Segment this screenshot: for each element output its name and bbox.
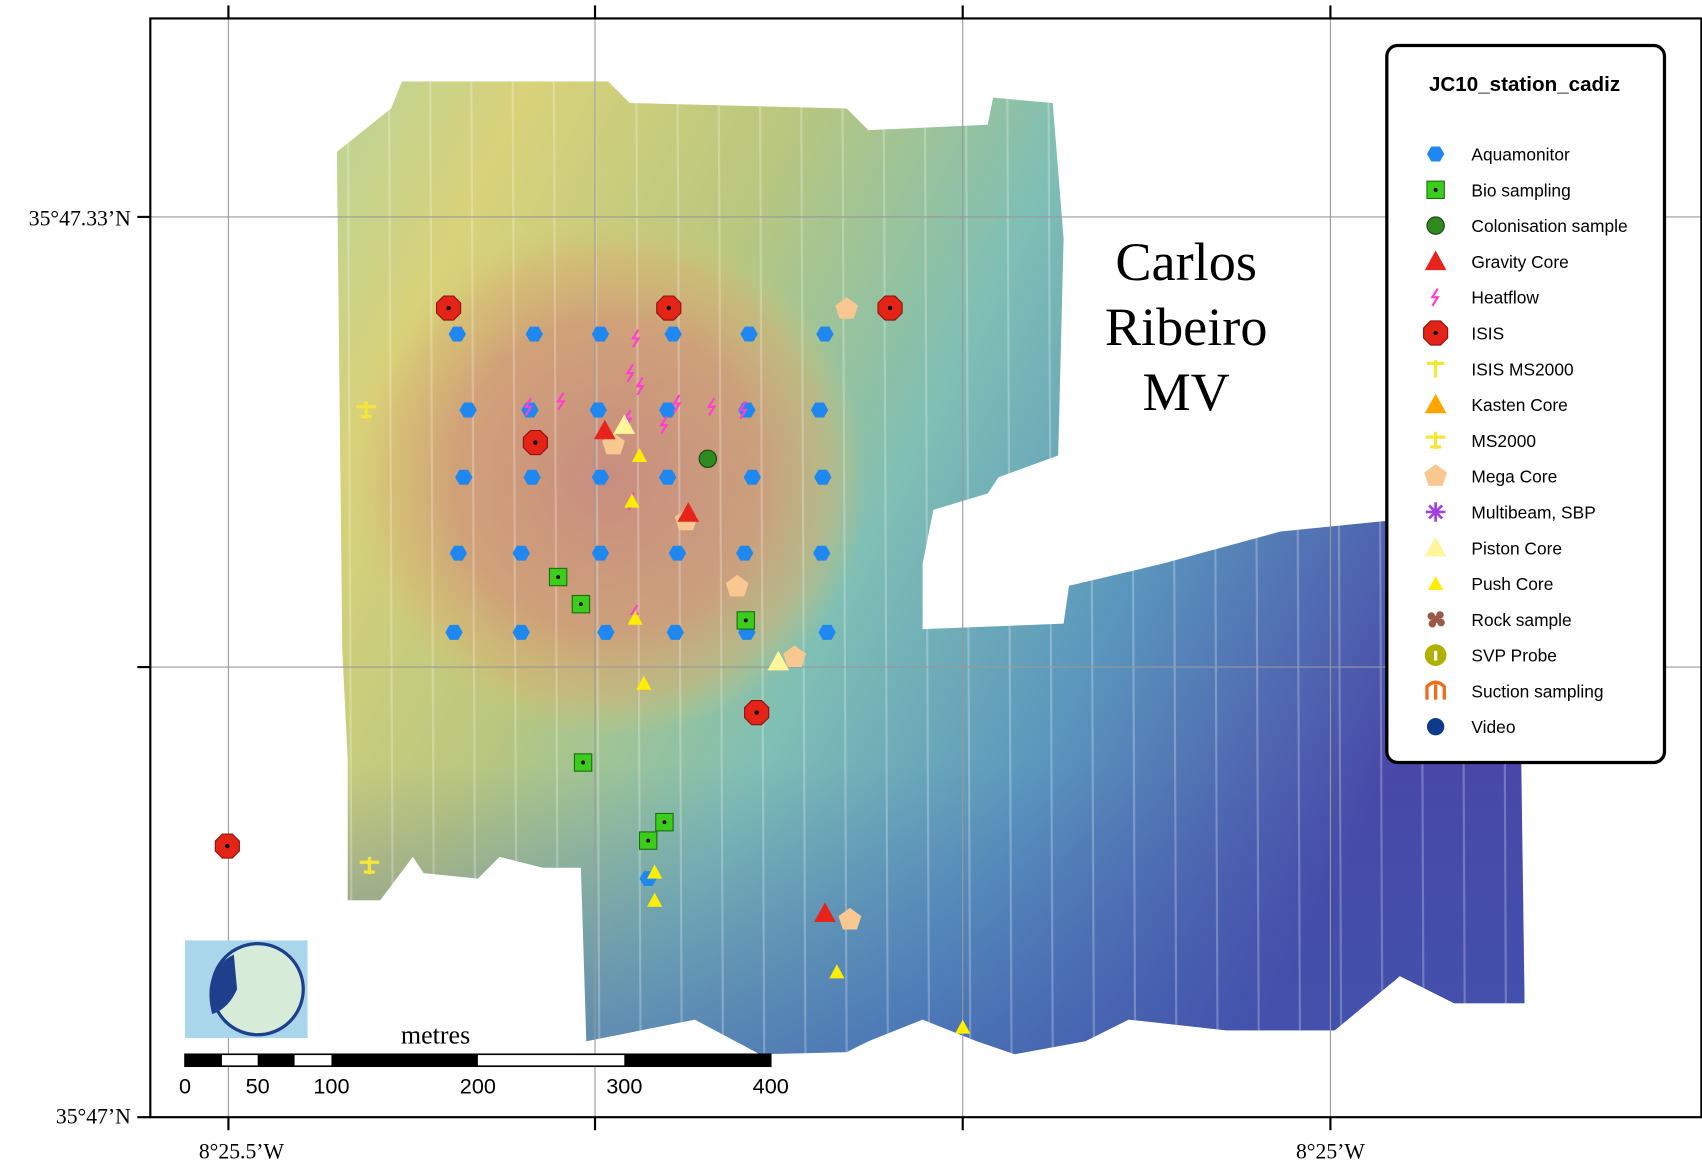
legend: JC10_station_cadiz Aquamonitor Bio sampli… xyxy=(1387,46,1665,763)
scale-label: 400 xyxy=(753,1073,789,1098)
marker-dot xyxy=(581,761,585,765)
scale-label: 0 xyxy=(179,1073,191,1098)
marker-dot xyxy=(667,306,671,310)
legend-label: Colonisation sample xyxy=(1471,216,1627,236)
legend-label: Heatflow xyxy=(1471,288,1539,308)
marker-dot xyxy=(754,710,758,714)
legend-label: MS2000 xyxy=(1471,431,1536,451)
bathymetry xyxy=(326,65,1541,1063)
marker-dot xyxy=(556,575,560,579)
marker-colonisation xyxy=(699,450,716,467)
latitude-label: 35°47.33’N xyxy=(29,207,131,231)
legend-label: Suction sampling xyxy=(1471,681,1603,701)
legend-label: Piston Core xyxy=(1471,538,1562,558)
scale-label: 50 xyxy=(246,1073,270,1098)
legend-label: Video xyxy=(1471,717,1515,737)
marker-dot xyxy=(646,839,650,843)
marker-rock xyxy=(1432,616,1440,624)
legend-label: SVP Probe xyxy=(1471,646,1557,666)
marker-dot xyxy=(662,820,666,824)
marker-dot xyxy=(579,602,583,606)
legend-label: Bio sampling xyxy=(1471,180,1570,200)
legend-label: Mega Core xyxy=(1471,467,1557,487)
scale-label: 100 xyxy=(313,1073,349,1098)
marker-dot xyxy=(744,618,748,622)
latitude-label: 35°47’N xyxy=(56,1105,131,1129)
longitude-label: 8°25’W xyxy=(1296,1139,1365,1163)
legend-label: ISIS xyxy=(1471,323,1504,343)
legend-label: ISIS MS2000 xyxy=(1471,359,1573,379)
legend-label: Multibeam, SBP xyxy=(1471,502,1595,522)
marker-colonisation xyxy=(1427,217,1444,234)
map-figure: 35°47.33’N 35°47’N 8°25.5’W 8°25’W Carlo… xyxy=(0,0,1702,1166)
scale-label: 300 xyxy=(606,1073,642,1098)
legend-label: Rock sample xyxy=(1471,610,1571,630)
marker-dot xyxy=(225,844,229,848)
marker-dot xyxy=(1434,188,1438,192)
marker-dot xyxy=(1433,331,1437,335)
legend-label: Gravity Core xyxy=(1471,252,1568,272)
site-title: Carlos Ribeiro MV xyxy=(1105,232,1268,422)
scale-label: 200 xyxy=(460,1073,496,1098)
legend-label: Push Core xyxy=(1471,574,1553,594)
marker-dot xyxy=(888,306,892,310)
marker-dot xyxy=(533,440,537,444)
site-title-line: Carlos xyxy=(1115,232,1257,292)
scale-unit: metres xyxy=(401,1020,470,1049)
legend-title: JC10_station_cadiz xyxy=(1429,73,1620,96)
longitude-label: 8°25.5’W xyxy=(199,1139,285,1163)
marker-video xyxy=(1427,718,1444,735)
logo xyxy=(185,940,308,1038)
marker-dot xyxy=(446,306,450,310)
marker-svp-i xyxy=(1434,651,1437,661)
site-title-line: Ribeiro xyxy=(1105,297,1268,357)
site-title-line: MV xyxy=(1142,362,1229,422)
legend-label: Aquamonitor xyxy=(1471,145,1570,165)
legend-label: Kasten Core xyxy=(1471,395,1567,415)
